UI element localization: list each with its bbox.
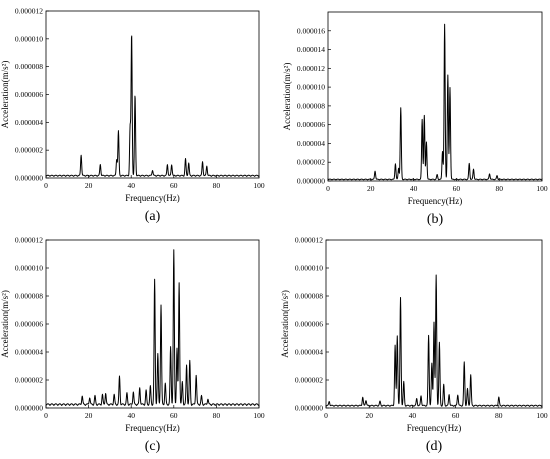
y-tick-label: 0.000006 bbox=[15, 320, 43, 329]
x-axis-label: Frequency(Hz) bbox=[125, 193, 179, 203]
x-tick-label: 100 bbox=[536, 411, 548, 420]
y-tick-label: 0.000012 bbox=[15, 236, 43, 245]
x-tick-label: 100 bbox=[253, 181, 265, 190]
x-tick-label: 100 bbox=[253, 411, 265, 420]
x-tick-label: 40 bbox=[409, 411, 417, 420]
y-tick-label: 0.000004 bbox=[297, 139, 325, 148]
y-tick-label: 0.000006 bbox=[15, 90, 43, 99]
x-axis-label: Frequency(Hz) bbox=[125, 423, 179, 433]
x-tick-label: 40 bbox=[410, 184, 418, 193]
x-tick-label: 60 bbox=[452, 411, 460, 420]
chart-panel-1: 0 20 40 60 80 100 0.000000 0.000002 0.000004 0.00… bbox=[0, 7, 265, 225]
y-tick-label: 0.000004 bbox=[15, 348, 43, 357]
y-tick-label: 0.000014 bbox=[297, 45, 325, 54]
y-tick-label: 0.000004 bbox=[15, 118, 43, 127]
spectrum-line bbox=[325, 274, 543, 407]
x-tick-label: 0 bbox=[44, 181, 48, 190]
panel-label: (c) bbox=[145, 439, 161, 454]
x-tick-label: 60 bbox=[170, 181, 178, 190]
y-tick-label: 0.000010 bbox=[15, 264, 43, 273]
x-tick-label: 0 bbox=[44, 411, 48, 420]
panel-label: (b) bbox=[427, 212, 444, 227]
x-tick-label: 40 bbox=[127, 181, 135, 190]
y-tick-label: 0.000002 bbox=[15, 376, 43, 385]
y-tick-label: 0.000008 bbox=[15, 62, 43, 71]
x-tick-label: 20 bbox=[85, 411, 93, 420]
x-tick-label: 40 bbox=[127, 411, 135, 420]
chart-panel-3: 0 20 40 60 80 100 0.000000 0.000002 0.000004 0.00… bbox=[0, 236, 265, 455]
y-tick-label: 0.000000 bbox=[297, 177, 325, 186]
y-tick-label: 0.000010 bbox=[295, 264, 323, 273]
x-tick-label: 60 bbox=[170, 411, 178, 420]
y-tick-label: 0.000016 bbox=[297, 26, 325, 35]
chart-panel-2: 0 20 40 60 80 100 0.000000 0.000002 0.000004 0.00… bbox=[282, 11, 548, 227]
panel-label: (d) bbox=[426, 439, 443, 454]
plot-frame bbox=[45, 239, 260, 409]
x-tick-label: 80 bbox=[213, 411, 221, 420]
y-tick-label: 0.000002 bbox=[15, 146, 43, 155]
y-tick-label: 0.000006 bbox=[297, 120, 325, 129]
x-tick-label: 80 bbox=[213, 181, 221, 190]
x-tick-label: 20 bbox=[85, 181, 93, 190]
y-tick-label: 0.000008 bbox=[15, 292, 43, 301]
x-tick-label: 20 bbox=[367, 184, 375, 193]
plot-frame bbox=[327, 11, 543, 182]
x-tick-label: 80 bbox=[495, 184, 503, 193]
y-tick-label: 0.000008 bbox=[295, 292, 323, 301]
y-tick-label: 0.000012 bbox=[15, 7, 43, 16]
y-tick-label: 0.000002 bbox=[295, 376, 323, 385]
x-tick-label: 0 bbox=[326, 184, 330, 193]
y-axis-label: Acceleration(m/s²) bbox=[280, 290, 290, 358]
y-axis-label: Acceleration(m/s²) bbox=[0, 61, 10, 129]
y-tick-label: 0.000012 bbox=[295, 236, 323, 245]
panel-label: (a) bbox=[145, 209, 161, 224]
y-tick-label: 0.000006 bbox=[295, 320, 323, 329]
spectrum-line bbox=[327, 23, 543, 181]
spectrum-line bbox=[45, 249, 260, 406]
y-tick-label: 0.000010 bbox=[297, 83, 325, 92]
y-tick-label: 0.000012 bbox=[297, 64, 325, 73]
chart-panel-4: 0 20 40 60 80 100 0.000000 0.000002 0.000004 0.00… bbox=[280, 236, 548, 455]
y-tick-label: 0.000004 bbox=[295, 348, 323, 357]
x-axis-label: Frequency(Hz) bbox=[408, 196, 462, 206]
y-axis-label: Acceleration(m/s²) bbox=[0, 290, 10, 358]
y-tick-label: 0.000000 bbox=[15, 174, 43, 183]
y-tick-label: 0.000000 bbox=[295, 404, 323, 413]
x-tick-label: 60 bbox=[453, 184, 461, 193]
y-axis-label: Acceleration(m/s²) bbox=[282, 63, 292, 131]
x-tick-label: 80 bbox=[495, 411, 503, 420]
x-tick-label: 0 bbox=[324, 411, 328, 420]
spectrum-line bbox=[45, 35, 260, 177]
x-tick-label: 20 bbox=[365, 411, 373, 420]
y-tick-label: 0.000000 bbox=[15, 404, 43, 413]
y-tick-label: 0.000010 bbox=[15, 34, 43, 43]
y-tick-label: 0.000008 bbox=[297, 101, 325, 110]
x-tick-label: 100 bbox=[536, 184, 548, 193]
plot-frame bbox=[45, 10, 260, 179]
x-axis-label: Frequency(Hz) bbox=[407, 423, 461, 433]
y-tick-label: 0.000002 bbox=[297, 158, 325, 167]
